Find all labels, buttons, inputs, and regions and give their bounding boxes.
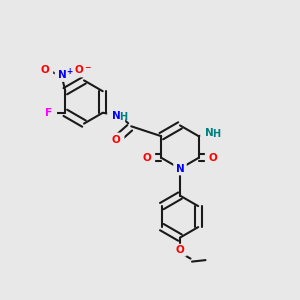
FancyBboxPatch shape	[173, 244, 187, 256]
FancyBboxPatch shape	[108, 133, 124, 147]
Text: O: O	[176, 245, 184, 255]
Text: N: N	[205, 128, 214, 138]
Text: O: O	[209, 153, 218, 163]
FancyBboxPatch shape	[70, 63, 88, 77]
Text: N: N	[176, 164, 184, 174]
FancyBboxPatch shape	[205, 151, 221, 165]
FancyBboxPatch shape	[55, 68, 70, 82]
FancyBboxPatch shape	[107, 109, 125, 123]
Text: O: O	[40, 65, 49, 75]
Text: N: N	[58, 70, 67, 80]
Text: F: F	[45, 108, 52, 118]
FancyBboxPatch shape	[37, 63, 53, 77]
Text: O: O	[142, 153, 151, 163]
Text: H: H	[212, 129, 220, 139]
Text: N: N	[112, 111, 121, 121]
Text: H: H	[119, 112, 127, 122]
FancyBboxPatch shape	[139, 151, 155, 165]
Text: O: O	[112, 135, 121, 145]
Text: O: O	[74, 65, 83, 75]
Text: +: +	[66, 67, 72, 76]
FancyBboxPatch shape	[40, 106, 57, 120]
FancyBboxPatch shape	[200, 126, 218, 140]
FancyBboxPatch shape	[173, 162, 187, 175]
Text: −: −	[84, 63, 90, 72]
